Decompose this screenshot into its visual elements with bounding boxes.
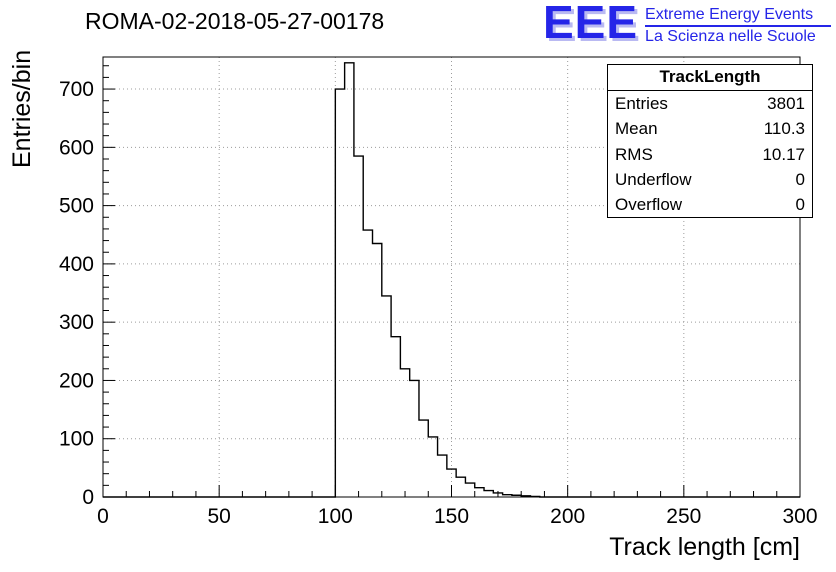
y-axis-label: Entries/bin xyxy=(8,49,36,168)
stats-row: Entries 3801 xyxy=(608,91,812,116)
histogram-line xyxy=(103,62,800,498)
y-tick-label: 0 xyxy=(82,486,94,509)
x-tick-label: 300 xyxy=(782,505,817,528)
eee-logo-line2: La Scienza nelle Scuole xyxy=(645,27,816,45)
stat-value: 0 xyxy=(795,195,805,214)
y-tick-label: 200 xyxy=(59,369,94,392)
stats-box: TrackLength Entries 3801 Mean 110.3 RMS 10.17… xyxy=(607,64,813,219)
x-tick-label: 0 xyxy=(97,505,109,528)
plot-title: ROMA-02-2018-05-27-00178 xyxy=(85,8,385,34)
y-tick-label: 400 xyxy=(59,253,94,276)
eee-logo-acronym: EEE xyxy=(543,0,639,48)
eee-logo-line1: Extreme Energy Events xyxy=(645,6,814,23)
stat-label: Entries xyxy=(615,94,668,113)
stat-label: Underflow xyxy=(615,169,692,189)
stats-box-title: TrackLength xyxy=(608,65,812,91)
stat-label: Mean xyxy=(615,119,658,139)
x-axis-label: Track length [cm] xyxy=(609,533,800,561)
stat-label: RMS xyxy=(615,144,653,164)
stat-value: 3801 xyxy=(767,94,805,113)
x-tick-label: 100 xyxy=(318,505,353,528)
x-tick-label: 150 xyxy=(434,505,469,528)
eee-logo-subtitle: Extreme Energy Events La Scienza nelle S… xyxy=(645,4,832,45)
y-tick-label: 300 xyxy=(59,311,94,334)
stats-row: Overflow 0 xyxy=(608,192,812,217)
y-tick-label: 100 xyxy=(59,428,94,451)
y-tick-label: 500 xyxy=(59,195,94,218)
eee-logo: EEE Extreme Energy Events La Scienza nel… xyxy=(543,0,832,48)
stats-row: RMS 10.17 xyxy=(608,142,812,167)
x-tick-label: 250 xyxy=(666,505,701,528)
x-tick-label: 50 xyxy=(207,505,230,528)
stats-box-rows: Entries 3801 Mean 110.3 RMS 10.17 Underflow 0 Ov… xyxy=(608,91,812,217)
stat-value: 110.3 xyxy=(763,119,805,139)
y-tick-label: 600 xyxy=(59,136,94,159)
stats-row: Mean 110.3 xyxy=(608,116,812,141)
stat-value: 10.17 xyxy=(762,144,805,164)
stat-value: 0 xyxy=(795,169,805,189)
x-tick-label: 200 xyxy=(550,505,585,528)
stats-row: Underflow 0 xyxy=(608,167,812,192)
eee-logo-divider xyxy=(645,24,832,27)
y-tick-label: 700 xyxy=(59,78,94,101)
stat-label: Overflow xyxy=(615,195,683,214)
